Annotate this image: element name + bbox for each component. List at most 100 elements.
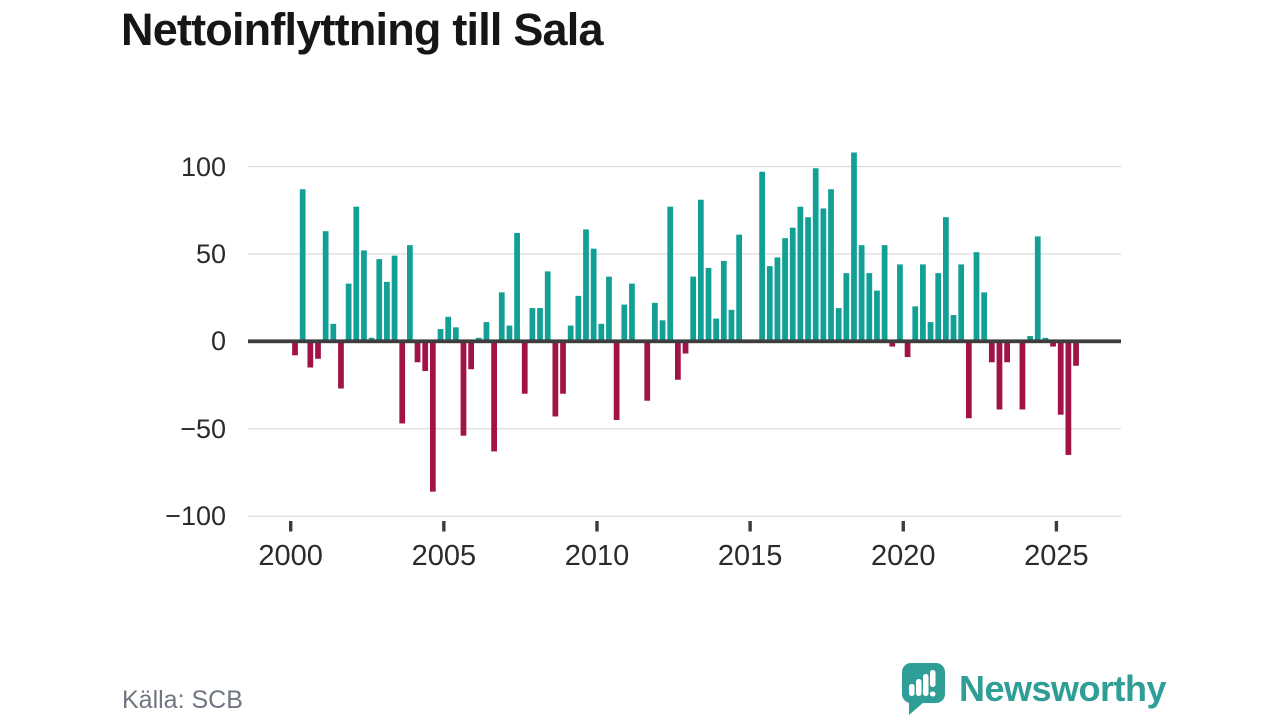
- bar: [353, 206, 360, 342]
- gridline: [248, 515, 1121, 517]
- gridline: [248, 253, 1121, 255]
- bar: [675, 341, 681, 380]
- bar: [881, 245, 888, 342]
- bar: [391, 255, 398, 342]
- bar: [759, 171, 765, 342]
- gridline: [248, 428, 1121, 430]
- bar: [1057, 341, 1064, 415]
- bar: [452, 327, 459, 342]
- bar: [935, 273, 942, 342]
- bar: [414, 341, 421, 363]
- axis-tick: [442, 521, 446, 532]
- bar: [705, 267, 712, 342]
- bar: [590, 248, 597, 342]
- bar: [338, 341, 344, 389]
- bar: [774, 257, 781, 342]
- y-axis-label: 100: [180, 151, 226, 182]
- bar: [422, 341, 429, 372]
- bar: [322, 231, 329, 342]
- axis-tick: [1054, 521, 1059, 532]
- bar: [468, 341, 475, 370]
- x-axis-label: 2000: [258, 540, 323, 572]
- bar: [307, 341, 314, 368]
- bar: [460, 341, 467, 436]
- bar: [292, 341, 298, 356]
- bar: [399, 341, 406, 424]
- bar: [736, 234, 743, 342]
- gridline: [248, 165, 1121, 168]
- bar: [1004, 341, 1011, 363]
- bar: [897, 264, 903, 342]
- bar: [973, 252, 980, 342]
- y-axis-label: −100: [165, 501, 226, 532]
- bar: [1019, 341, 1026, 410]
- bar: [981, 292, 988, 342]
- bar: [606, 276, 612, 342]
- bar: [828, 189, 834, 342]
- x-axis-label: 2020: [870, 540, 936, 572]
- bar: [789, 227, 796, 342]
- bar: [299, 189, 306, 342]
- bar: [797, 206, 804, 342]
- bar: [851, 152, 857, 342]
- bar: [330, 323, 337, 342]
- axis-tick: [595, 521, 599, 532]
- bar: [429, 341, 436, 492]
- bar: [1065, 341, 1072, 455]
- bar: [491, 341, 497, 452]
- bar: [965, 341, 972, 419]
- axis-tick: [289, 521, 293, 532]
- x-axis-label: 2005: [411, 540, 477, 572]
- bar: [690, 276, 697, 342]
- axis-tick: [901, 521, 905, 532]
- bar: [483, 322, 490, 342]
- x-axis-label: 2015: [717, 540, 783, 572]
- bar: [858, 245, 865, 342]
- y-axis-label: −50: [180, 413, 226, 444]
- axis-tick: [748, 521, 752, 532]
- bar: [958, 264, 965, 342]
- bar: [560, 341, 566, 394]
- bar: [927, 322, 934, 342]
- bar: [575, 295, 582, 342]
- bar: [950, 315, 957, 342]
- brand-name: Newsworthy: [959, 668, 1167, 709]
- bar: [506, 325, 513, 342]
- bar: [652, 302, 658, 342]
- bar: [720, 260, 727, 342]
- bar: [552, 341, 559, 417]
- bar: [866, 273, 873, 342]
- bar: [407, 245, 413, 342]
- bar: [912, 306, 919, 342]
- page-title: Nettoinflyttning till Sala: [121, 4, 604, 55]
- bar: [384, 281, 390, 342]
- bar: [644, 341, 651, 401]
- bar: [437, 329, 444, 342]
- newsworthy-logo-icon: [902, 663, 945, 715]
- bar: [889, 341, 896, 347]
- bar: [667, 206, 674, 342]
- bar: [988, 341, 995, 363]
- bar: [621, 304, 628, 342]
- bar: [782, 238, 788, 342]
- source-note: Källa: SCB: [122, 686, 243, 714]
- bar: [613, 341, 620, 420]
- bar: [1050, 341, 1056, 347]
- bar: [376, 259, 383, 342]
- brand-footer: Newsworthy: [901, 662, 1167, 716]
- bar: [445, 316, 452, 342]
- bar: [728, 309, 735, 342]
- bar: [713, 318, 720, 342]
- bar: [659, 320, 666, 342]
- bar: [514, 232, 520, 342]
- y-axis-label: 50: [195, 238, 226, 269]
- bar: [1034, 236, 1041, 342]
- bar: [315, 341, 321, 359]
- bar: [629, 283, 635, 342]
- bar: [805, 217, 811, 342]
- bar: [920, 264, 926, 342]
- bar: [812, 168, 819, 342]
- y-axis-label: 0: [210, 326, 226, 357]
- zero-line: [248, 339, 1121, 344]
